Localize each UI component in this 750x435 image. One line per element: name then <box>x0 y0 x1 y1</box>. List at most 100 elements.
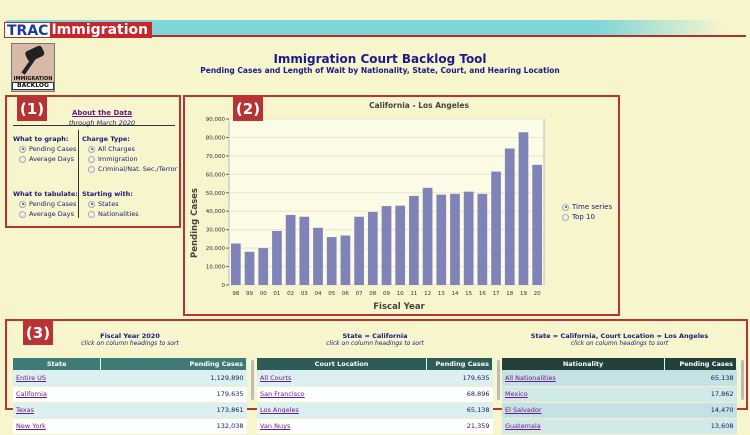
charge-label: Charge Type: <box>82 135 130 143</box>
row-label[interactable]: Van Nuys <box>257 418 427 435</box>
row-label[interactable]: Guatemala <box>502 418 665 435</box>
about-data-link[interactable]: About the Data <box>71 109 133 117</box>
row-label[interactable]: Los Angeles <box>257 402 427 419</box>
column-header[interactable]: Pending Cases <box>426 358 493 370</box>
column-header[interactable]: Pending Cases <box>100 358 247 370</box>
row-label[interactable]: Entire US <box>13 370 101 387</box>
table-row[interactable]: Mexico 17,862 <box>502 386 737 403</box>
table-title: State = California click on column headin… <box>257 332 493 347</box>
row-label[interactable]: Mexico <box>502 386 665 403</box>
x-tick-label: 12 <box>424 291 431 297</box>
table-row[interactable]: San Francisco 68,896 <box>257 386 493 403</box>
row-link[interactable]: All Courts <box>260 373 292 382</box>
bar <box>244 251 255 285</box>
start-label: Starting with: <box>82 190 133 198</box>
charge-option-immigration[interactable]: Immigration <box>88 155 177 163</box>
x-tick-label: 15 <box>465 291 472 297</box>
sort-hint: click on column headings to sort <box>81 340 179 347</box>
radio-icon[interactable] <box>19 200 26 208</box>
logo-line2: BACKLOG <box>12 82 54 90</box>
table-row[interactable]: El Salvador 14,470 <box>502 402 737 419</box>
radio-icon[interactable] <box>88 200 95 208</box>
bar <box>313 227 323 285</box>
radio-icon[interactable] <box>562 213 569 221</box>
row-link[interactable]: All Nationalities <box>505 373 556 382</box>
panel-badge: (2) <box>233 97 263 121</box>
x-tick-label: 06 <box>342 291 349 297</box>
row-link[interactable]: California <box>16 390 47 398</box>
radio-icon[interactable] <box>19 210 26 218</box>
column-header[interactable]: Pending Cases <box>664 358 737 370</box>
tabulate-option-days[interactable]: Average Days <box>19 210 78 218</box>
radio-icon[interactable] <box>88 165 95 173</box>
scrollbar[interactable] <box>497 360 500 400</box>
table-row[interactable]: Texas 173,861 <box>13 402 247 419</box>
bar <box>409 195 419 285</box>
column-header[interactable]: State <box>13 358 102 370</box>
charge-option-all[interactable]: All Charges <box>88 145 177 153</box>
bar <box>504 148 515 285</box>
table-heading: Fiscal Year 2020 <box>100 332 160 340</box>
scrollbar[interactable] <box>251 360 254 400</box>
view-option-time-series[interactable]: Time series <box>562 203 612 211</box>
data-table: State Pending Cases Entire US 1,129,890 Cali… <box>13 358 247 435</box>
radio-icon[interactable] <box>88 155 95 163</box>
y-axis-label: Pending Cases <box>190 188 200 258</box>
column-header[interactable]: Court Location <box>257 358 428 370</box>
table-row[interactable]: All Courts 179,635 <box>257 370 493 387</box>
table-row[interactable]: New York 132,038 <box>13 418 247 435</box>
radio-icon[interactable] <box>19 145 26 153</box>
y-tick-label: 40,000 <box>206 209 226 215</box>
graph-option-pending[interactable]: Pending Cases <box>19 145 76 153</box>
panel-badge: (3) <box>23 321 53 345</box>
view-option-top10[interactable]: Top 10 <box>562 213 612 221</box>
row-link[interactable]: San Francisco <box>260 390 305 398</box>
start-option-nationalities[interactable]: Nationalities <box>88 210 139 218</box>
table-row[interactable]: Entire US 1,129,890 <box>13 370 247 387</box>
charge-option-criminal[interactable]: Criminal/Nat. Sec./Terror <box>88 165 177 173</box>
row-link[interactable]: Mexico <box>505 390 528 398</box>
row-link[interactable]: Van Nuys <box>260 422 291 430</box>
trac-immigration-logo[interactable]: TRAC Immigration <box>4 22 153 39</box>
y-tick-label: 70,000 <box>206 154 226 160</box>
x-tick-label: 11 <box>410 291 417 297</box>
radio-icon[interactable] <box>562 203 569 211</box>
row-label[interactable]: El Salvador <box>502 402 665 419</box>
table-row[interactable]: California 179,635 <box>13 386 247 403</box>
column-header[interactable]: Nationality <box>502 358 666 370</box>
bar <box>491 171 501 285</box>
panel-badge: (1) <box>17 97 47 121</box>
row-link[interactable]: Los Angeles <box>260 406 299 414</box>
page-title: Immigration Court Backlog Tool <box>273 52 487 66</box>
scrollbar[interactable] <box>741 360 744 400</box>
table-row[interactable]: Guatemala 13,608 <box>502 418 737 435</box>
table-row[interactable]: Los Angeles 65,138 <box>257 402 493 419</box>
chart-panel: California - Los Angeles Fiscal Year Pen… <box>183 95 620 316</box>
option-label: Pending Cases <box>29 200 77 208</box>
row-value: 14,470 <box>664 402 737 419</box>
row-link[interactable]: El Salvador <box>505 406 542 414</box>
x-axis-label: Fiscal Year <box>373 302 425 312</box>
x-tick-label: 16 <box>479 291 486 297</box>
row-label[interactable]: San Francisco <box>257 386 427 403</box>
row-label[interactable]: California <box>13 386 101 403</box>
radio-icon[interactable] <box>88 145 95 153</box>
row-link[interactable]: Guatemala <box>505 422 541 430</box>
row-link[interactable]: Entire US <box>16 373 47 382</box>
row-link[interactable]: Texas <box>16 406 34 414</box>
start-option-states[interactable]: States <box>88 200 139 208</box>
radio-icon[interactable] <box>88 210 95 218</box>
table-row[interactable]: All Nationalities 65,138 <box>502 370 737 387</box>
page-subtitle: Pending Cases and Length of Wait by Nati… <box>200 66 560 75</box>
table-row[interactable]: Van Nuys 21,359 <box>257 418 493 435</box>
data-table: Nationality Pending Cases All Nationalitie… <box>502 358 737 435</box>
row-label[interactable]: All Courts <box>257 370 427 387</box>
radio-icon[interactable] <box>19 155 26 163</box>
row-link[interactable]: New York <box>16 422 46 430</box>
row-label[interactable]: All Nationalities <box>502 370 665 387</box>
tabulate-option-pending[interactable]: Pending Cases <box>19 200 78 208</box>
graph-option-days[interactable]: Average Days <box>19 155 76 163</box>
row-label[interactable]: Texas <box>13 402 101 419</box>
x-tick-label: 20 <box>534 291 541 297</box>
row-label[interactable]: New York <box>13 418 101 435</box>
